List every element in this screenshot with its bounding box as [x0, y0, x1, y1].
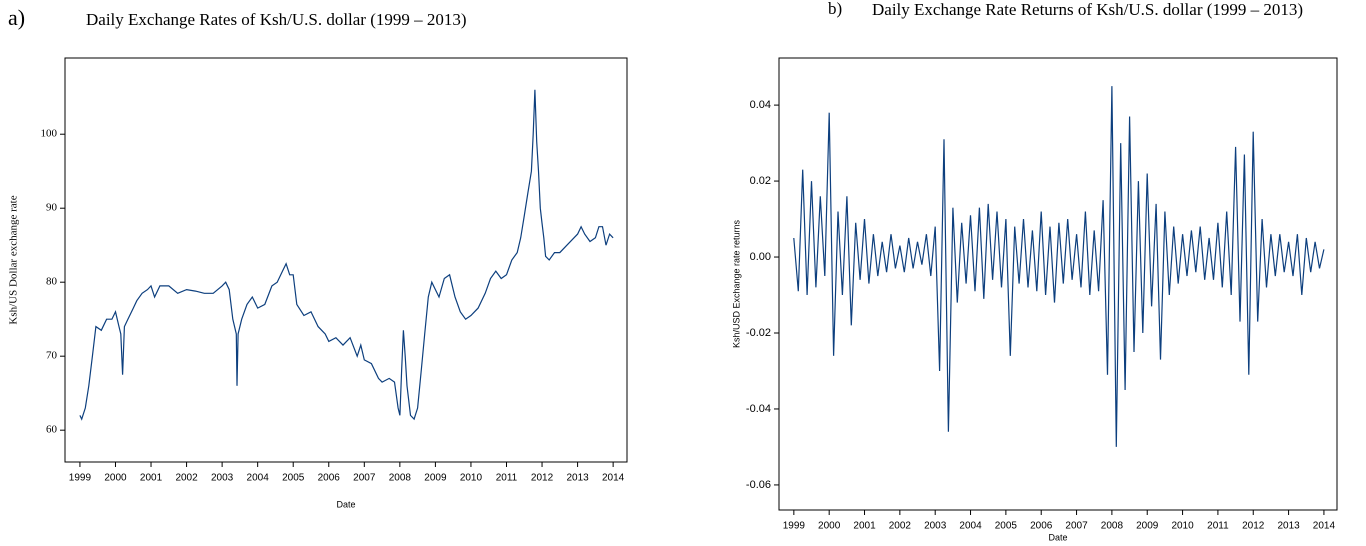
x-tick-label: 2004	[247, 473, 270, 484]
x-tick-label: 2001	[853, 521, 876, 532]
x-tick-label: 2014	[1313, 521, 1336, 532]
plot-frame	[64, 57, 628, 463]
chart-title: Daily Exchange Rate Returns of Ksh/U.S. …	[872, 0, 1304, 19]
x-tick-label: 2005	[282, 473, 305, 484]
y-tick-label: -0.04	[746, 403, 771, 415]
x-tick-label: 2003	[924, 521, 947, 532]
chart-title: Daily Exchange Rates of Ksh/U.S. dollar …	[86, 10, 467, 29]
y-tick-label: -0.02	[746, 327, 771, 339]
y-tick-label: -0.06	[746, 479, 771, 491]
x-tick-label: 2002	[175, 473, 198, 484]
y-tick-label: 90	[46, 202, 58, 214]
x-axis-label: Date	[336, 499, 355, 509]
x-tick-label: 2012	[531, 473, 554, 484]
x-axis-label: Date	[1048, 532, 1067, 542]
y-tick-label: 0.04	[750, 99, 771, 111]
x-tick-label: 2006	[318, 473, 341, 484]
y-tick-label: 100	[41, 128, 58, 140]
y-tick-label: 80	[46, 276, 58, 288]
x-tick-label: 2007	[353, 473, 376, 484]
x-tick-label: 1999	[69, 473, 92, 484]
x-tick-label: 2010	[1171, 521, 1194, 532]
panel-label: a)	[8, 5, 25, 30]
x-tick-label: 2007	[1065, 521, 1088, 532]
x-tick-label: 2005	[995, 521, 1018, 532]
y-tick-label: 0.00	[750, 251, 771, 263]
x-tick-label: 2002	[889, 521, 912, 532]
x-tick-label: 2012	[1242, 521, 1265, 532]
x-tick-label: 2009	[424, 473, 447, 484]
x-tick-label: 2011	[496, 473, 518, 484]
x-tick-label: 2013	[566, 473, 589, 484]
plot-frame	[778, 57, 1338, 511]
x-tick-label: 2000	[104, 473, 127, 484]
y-tick-label: 0.02	[750, 175, 771, 187]
y-tick-label: 60	[46, 424, 58, 436]
y-axis-label: Ksh/US Dollar exchange rate	[8, 195, 20, 324]
x-tick-label: 2010	[460, 473, 483, 484]
panel-label: b)	[828, 0, 842, 18]
y-axis-label: Ksh/USD Exchange rate returns	[731, 219, 741, 348]
x-tick-label: 2004	[959, 521, 982, 532]
x-tick-label: 2011	[1207, 521, 1229, 532]
x-tick-label: 2001	[140, 473, 163, 484]
x-tick-label: 2008	[389, 473, 412, 484]
x-tick-label: 2003	[211, 473, 234, 484]
data-line	[793, 86, 1325, 447]
x-tick-label: 1999	[783, 521, 806, 532]
x-tick-label: 2009	[1136, 521, 1159, 532]
x-tick-label: 2013	[1277, 521, 1300, 532]
x-tick-label: 2008	[1101, 521, 1124, 532]
x-tick-label: 2000	[818, 521, 841, 532]
x-tick-label: 2014	[602, 473, 625, 484]
data-line	[79, 89, 614, 421]
y-tick-label: 70	[46, 350, 58, 362]
x-tick-label: 2006	[1030, 521, 1053, 532]
